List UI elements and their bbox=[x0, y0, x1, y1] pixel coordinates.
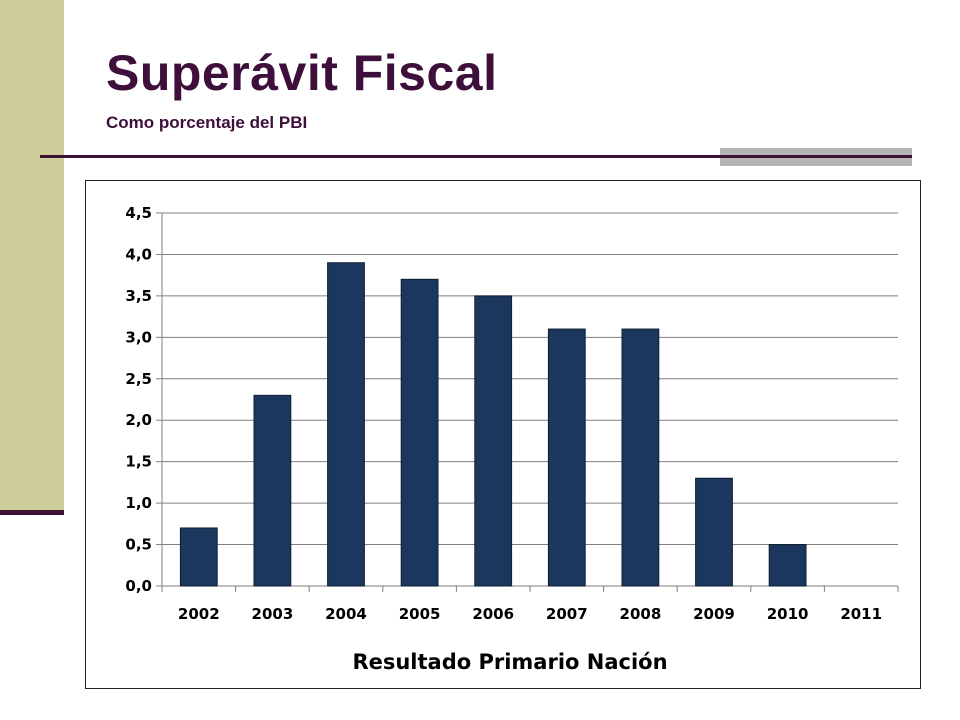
page-subtitle: Como porcentaje del PBI bbox=[106, 113, 308, 132]
bar-2009 bbox=[695, 477, 733, 587]
x-tick-label: 2005 bbox=[399, 605, 441, 623]
bar-2006 bbox=[474, 295, 513, 587]
x-tick-label: 2007 bbox=[546, 605, 588, 623]
y-tick-label: 0,0 bbox=[125, 577, 152, 595]
x-tick-label: 2006 bbox=[472, 605, 514, 623]
left-accent-band-base bbox=[0, 510, 64, 515]
bar-2002 bbox=[179, 527, 218, 587]
y-tick-label: 4,0 bbox=[125, 245, 152, 263]
y-tick-label: 1,0 bbox=[125, 494, 152, 512]
y-tick-label: 3,0 bbox=[125, 328, 152, 346]
y-tick-label: 2,0 bbox=[125, 411, 152, 429]
x-tick-label: 2002 bbox=[178, 605, 220, 623]
bar-2003 bbox=[253, 394, 292, 587]
x-axis-title: Resultado Primario Nación bbox=[352, 650, 667, 674]
x-tick-label: 2004 bbox=[325, 605, 367, 623]
left-accent-band bbox=[0, 0, 64, 512]
chart-frame: 0,0 0,5 1,0 1,5 2,0 2,5 3,0 3,5 4,0 4,5 2002 2003 20… bbox=[85, 180, 921, 689]
x-tick-label: 2009 bbox=[693, 605, 735, 623]
x-tick-label: 2003 bbox=[252, 605, 294, 623]
y-tick-label: 2,5 bbox=[125, 370, 152, 388]
bar-2008 bbox=[621, 328, 660, 587]
y-tick-label: 3,5 bbox=[125, 287, 152, 305]
bar-2010 bbox=[768, 544, 807, 587]
title-divider bbox=[40, 155, 912, 158]
x-tick-label: 2010 bbox=[767, 605, 809, 623]
y-tick-label: 0,5 bbox=[125, 536, 152, 554]
bar-2005 bbox=[400, 278, 439, 587]
y-tick-label: 1,5 bbox=[125, 453, 152, 471]
x-tick-label: 2008 bbox=[620, 605, 662, 623]
y-tick-label: 4,5 bbox=[125, 204, 152, 222]
divider-accent-bottom bbox=[720, 158, 912, 166]
divider-accent-top bbox=[720, 148, 912, 155]
bar-2007 bbox=[547, 328, 586, 587]
x-tick-label: 2011 bbox=[840, 605, 882, 623]
page-title: Superávit Fiscal bbox=[106, 45, 498, 101]
bar-2004 bbox=[327, 262, 365, 587]
bar-chart: 0,0 0,5 1,0 1,5 2,0 2,5 3,0 3,5 4,0 4,5 2002 2003 20… bbox=[125, 204, 899, 674]
